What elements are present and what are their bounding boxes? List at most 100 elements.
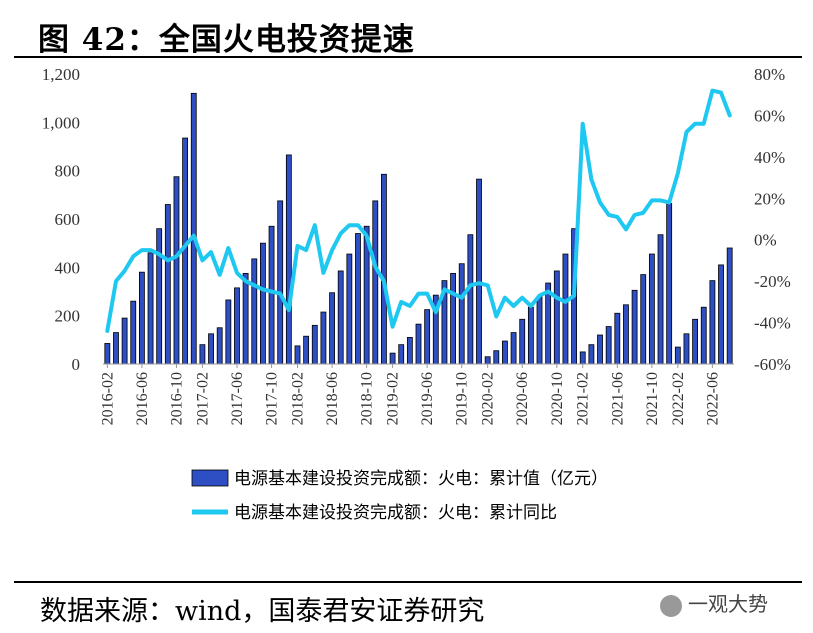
bar — [277, 200, 284, 365]
bar — [640, 274, 647, 365]
x-tick-label: 2021-10 — [644, 372, 661, 425]
x-tick-label: 2019-02 — [385, 372, 402, 425]
x-tick-label: 2018-06 — [324, 372, 341, 425]
y-left-tick-label: 1,200 — [42, 65, 80, 84]
x-tick-label: 2019-10 — [454, 372, 471, 425]
x-tick-label: 2018-10 — [359, 372, 376, 425]
x-tick-label: 2022-02 — [670, 372, 687, 425]
y-left-tick-label: 600 — [55, 210, 81, 229]
bar — [623, 304, 629, 365]
bar — [493, 350, 500, 365]
x-tick-label: 2016-02 — [99, 372, 116, 425]
bar — [519, 318, 526, 365]
y-left-tick-label: 0 — [72, 355, 81, 374]
chart: 0 200 400 600 800 1,000 1,200 -60% -40% -20% 0% 20%… — [42, 65, 791, 522]
x-tick-label: 2022-06 — [704, 372, 721, 425]
bar — [294, 345, 301, 365]
bar — [700, 306, 707, 365]
bar — [190, 92, 197, 365]
bar — [726, 247, 733, 365]
bar — [329, 292, 335, 365]
y-left-tick-label: 400 — [55, 258, 81, 277]
bar — [718, 264, 724, 365]
legend-line-label: 电源基本建设投资完成额：火电：累计同比 — [234, 503, 557, 522]
bar — [138, 271, 145, 365]
bar — [424, 309, 431, 365]
bar — [398, 344, 405, 365]
page-title: 图 42：全国火电投资提速 — [38, 22, 415, 58]
bar — [467, 234, 474, 365]
bar — [692, 318, 699, 365]
bar — [484, 356, 491, 365]
bar — [303, 335, 310, 365]
bar — [510, 332, 517, 365]
title-divider — [14, 56, 802, 58]
y-left-tick-label: 800 — [55, 162, 81, 181]
bar — [113, 332, 119, 365]
bar — [666, 202, 673, 365]
y-left-tick-label: 200 — [55, 307, 81, 326]
bar — [458, 263, 465, 365]
y-left-tick-label: 1,000 — [42, 113, 80, 132]
bar — [216, 327, 223, 365]
bar — [389, 352, 396, 365]
x-tick-label: 2020-10 — [549, 372, 566, 425]
y-right-tick-label: 60% — [754, 106, 785, 125]
bar — [476, 178, 482, 365]
wechat-icon — [660, 594, 682, 617]
watermark: 一观大势 — [660, 588, 768, 617]
legend-bar-swatch — [191, 469, 229, 487]
y-right-tick-label: -40% — [754, 314, 791, 333]
y-right-tick-label: 40% — [754, 148, 785, 167]
bar — [674, 346, 681, 365]
x-tick-label: 2017-02 — [194, 372, 211, 425]
x-tick-label: 2017-06 — [229, 372, 246, 425]
bar — [156, 228, 163, 365]
y-right-tick-label: -20% — [754, 272, 791, 291]
bar — [648, 253, 655, 365]
y-right-tick-label: 80% — [754, 65, 785, 84]
bar — [346, 253, 353, 365]
bar — [121, 317, 128, 365]
bar — [372, 200, 379, 365]
source-note: 数据来源：wind，国泰君安证券研究 — [40, 596, 485, 627]
watermark-text: 一观大势 — [688, 592, 768, 616]
x-tick-label: 2018-02 — [289, 372, 306, 425]
bar — [164, 204, 171, 365]
bar — [406, 337, 413, 365]
x-tick-label: 2020-02 — [480, 372, 497, 425]
y-right-tick-label: 20% — [754, 189, 785, 208]
bar — [260, 242, 266, 365]
series-line — [105, 88, 732, 333]
bar — [631, 289, 638, 365]
bar — [562, 253, 569, 365]
legend-bar-label: 电源基本建设投资完成额：火电：累计值（亿元） — [234, 469, 608, 488]
bar — [355, 233, 361, 365]
bar — [709, 280, 716, 365]
bar — [234, 287, 240, 365]
x-tick-label: 2021-02 — [575, 372, 592, 425]
x-tick-label: 2016-10 — [168, 372, 185, 425]
bar — [311, 324, 318, 365]
bar — [553, 270, 560, 365]
x-tick-label: 2017-10 — [264, 372, 281, 425]
bar — [268, 225, 275, 365]
bar — [242, 272, 249, 365]
bar — [225, 299, 232, 365]
bar — [536, 295, 543, 365]
bar — [502, 340, 508, 365]
bar — [588, 344, 595, 365]
bar — [657, 234, 664, 365]
bar — [251, 258, 258, 365]
x-tick-label: 2016-06 — [134, 372, 151, 425]
bar — [381, 173, 387, 365]
y-right-tick-label: 0% — [754, 231, 777, 250]
bar — [320, 311, 327, 365]
bar — [450, 272, 456, 365]
footer-divider — [14, 581, 802, 583]
x-tick-label: 2020-06 — [514, 372, 531, 425]
x-tick-label: 2019-06 — [419, 372, 436, 425]
bar — [285, 154, 292, 365]
x-tick-label: 2021-06 — [609, 372, 626, 425]
y-right-tick-label: -60% — [754, 355, 791, 374]
